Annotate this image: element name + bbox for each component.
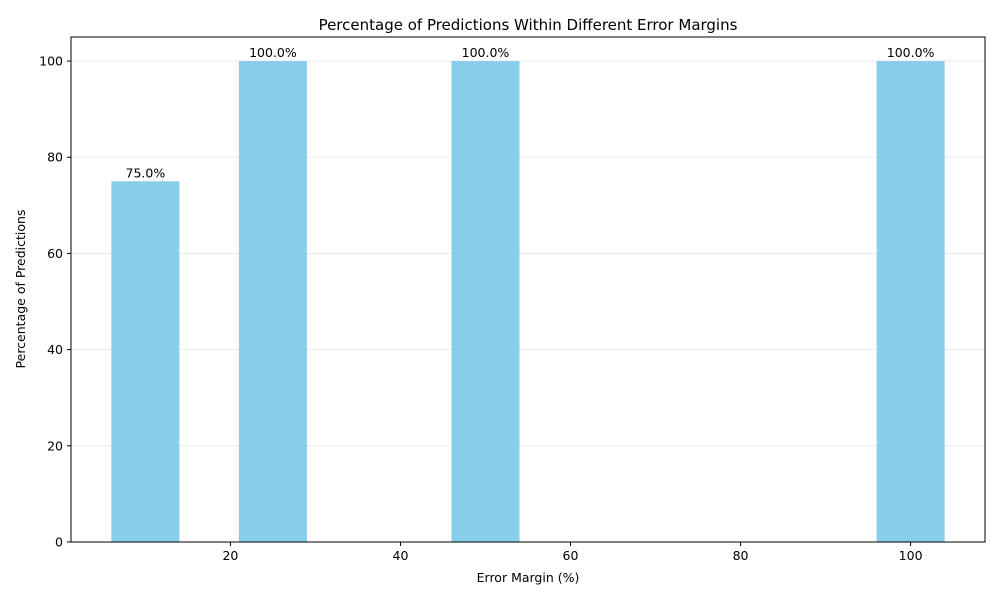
bar-value-label: 100.0% bbox=[249, 45, 297, 60]
grid-layer bbox=[71, 60, 985, 543]
bars-layer bbox=[111, 61, 945, 543]
y-axis-label: Percentage of Predictions bbox=[13, 210, 28, 369]
axes-layer: 20 40 60 80 100 0 20 40 60 80 100 bbox=[39, 36, 986, 563]
bar bbox=[876, 61, 945, 543]
y-tick-label: 60 bbox=[47, 246, 63, 261]
bar-value-label: 75.0% bbox=[126, 165, 166, 180]
y-tick-label: 0 bbox=[55, 535, 63, 550]
plot-frame bbox=[70, 36, 986, 543]
x-tick-label: 100 bbox=[899, 548, 923, 563]
x-axis-label: Error Margin (%) bbox=[477, 570, 580, 585]
y-tick-label: 80 bbox=[47, 150, 63, 165]
bar bbox=[451, 61, 520, 543]
x-tick-label: 80 bbox=[733, 548, 749, 563]
x-tick-label: 60 bbox=[563, 548, 579, 563]
bar bbox=[111, 181, 180, 543]
bar-value-label: 100.0% bbox=[462, 45, 510, 60]
chart-title: Percentage of Predictions Within Differe… bbox=[319, 16, 738, 34]
x-tick-label: 20 bbox=[222, 548, 238, 563]
bar bbox=[238, 61, 307, 543]
y-tick-label: 40 bbox=[47, 342, 63, 357]
bar-value-label: 100.0% bbox=[887, 45, 935, 60]
y-tick-label: 20 bbox=[47, 438, 63, 453]
x-tick-label: 40 bbox=[393, 548, 409, 563]
y-tick-label: 100 bbox=[39, 54, 63, 69]
labels-layer: 75.0% 100.0% 100.0% 100.0% bbox=[126, 45, 935, 180]
